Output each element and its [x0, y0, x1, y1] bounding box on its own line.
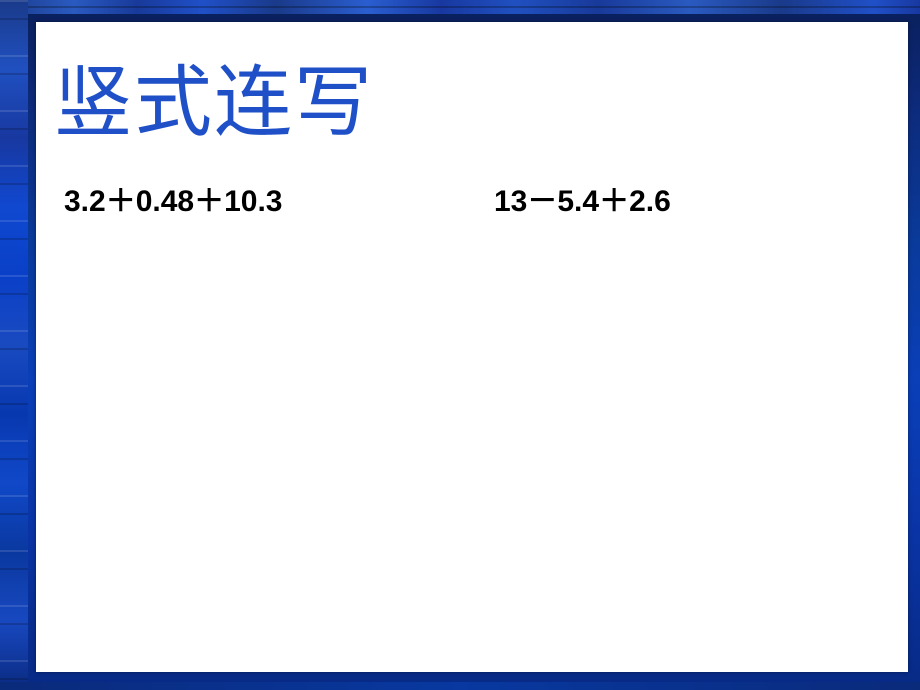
frame-border-top [0, 0, 920, 14]
slide-title: 竖式连写 [54, 40, 374, 152]
equation-left: 3.2＋0.48＋10.3 [64, 176, 494, 220]
equation-right: 13－5.4＋2.6 [494, 176, 884, 220]
content-panel: 竖式连写 3.2＋0.48＋10.3 13－5.4＋2.6 [36, 22, 908, 672]
frame-border-left [0, 0, 28, 690]
slide-frame: 竖式连写 3.2＋0.48＋10.3 13－5.4＋2.6 [0, 0, 920, 690]
equations-row: 3.2＋0.48＋10.3 13－5.4＋2.6 [64, 176, 884, 220]
frame-border-bottom [0, 682, 920, 690]
